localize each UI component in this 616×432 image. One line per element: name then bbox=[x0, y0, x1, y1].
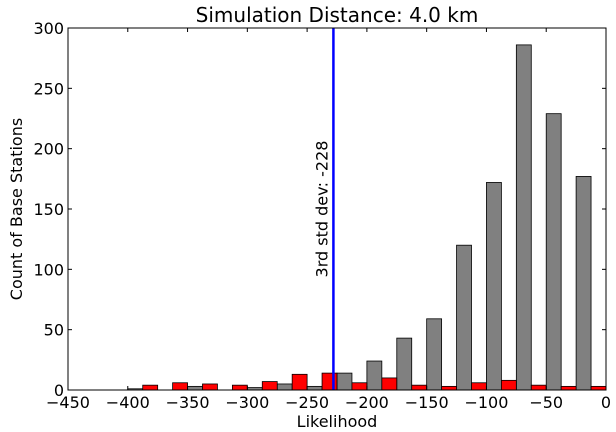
bar-series2-bin-13 bbox=[530, 384, 547, 391]
y-tick-label: 200 bbox=[33, 140, 64, 159]
bar-series2-bin-9 bbox=[411, 384, 428, 391]
x-tick-label: −150 bbox=[405, 393, 449, 412]
bar-series2-bin-15 bbox=[590, 385, 607, 391]
bar-series2-bin-7 bbox=[351, 382, 368, 391]
bar-series1-bin-12 bbox=[545, 113, 562, 391]
bar-series1-bin-9 bbox=[456, 244, 472, 391]
y-tick-label: 0 bbox=[54, 381, 64, 400]
y-tick-label: 300 bbox=[33, 19, 64, 38]
bar-series2-bin-10 bbox=[441, 385, 457, 391]
bar-series2-bin-0 bbox=[142, 384, 159, 391]
chart-title: Simulation Distance: 4.0 km bbox=[196, 3, 479, 27]
x-tick-label: −100 bbox=[464, 393, 508, 412]
y-tick-label: 250 bbox=[33, 79, 64, 98]
bar-series1-bin-3 bbox=[276, 383, 293, 391]
x-tick-label: −450 bbox=[46, 393, 90, 412]
bar-series2-bin-14 bbox=[560, 385, 577, 391]
bar-series2-bin-1 bbox=[172, 382, 188, 391]
std-dev-line-group: 3rd std dev: -228 bbox=[312, 28, 335, 390]
bar-series2-bin-11 bbox=[471, 382, 487, 391]
bar-series1-bin-7 bbox=[396, 337, 413, 391]
y-tick-label: 50 bbox=[44, 321, 64, 340]
bar-series1-bin-11 bbox=[515, 44, 532, 391]
bar-series1-bin-13 bbox=[575, 176, 592, 391]
y-tick-label: 100 bbox=[33, 260, 64, 279]
x-axis-label: Likelihood bbox=[297, 412, 378, 431]
bar-series2-bin-2 bbox=[202, 383, 218, 391]
bars-group bbox=[127, 44, 607, 391]
y-tick-label: 150 bbox=[33, 200, 64, 219]
x-tick-label: −50 bbox=[529, 393, 563, 412]
bar-series2-bin-3 bbox=[231, 384, 248, 391]
x-tick-label: −250 bbox=[285, 393, 329, 412]
x-tick-label: −200 bbox=[345, 393, 389, 412]
bar-series2-bin-5 bbox=[291, 373, 308, 391]
bar-series2-bin-6 bbox=[321, 372, 338, 391]
bar-series1-bin-1 bbox=[187, 385, 203, 391]
x-tick-label: −400 bbox=[106, 393, 150, 412]
x-tick-label: 0 bbox=[601, 393, 611, 412]
x-tick-label: −350 bbox=[166, 393, 210, 412]
y-axis-label: Count of Base Stations bbox=[7, 118, 26, 300]
bar-series1-bin-6 bbox=[366, 360, 383, 391]
bar-series1-bin-10 bbox=[486, 182, 502, 391]
bar-series2-bin-12 bbox=[500, 379, 517, 391]
y-axis-ticks: 0 50 100 150 200 250 300 bbox=[33, 19, 606, 400]
bar-series2-bin-8 bbox=[381, 377, 398, 391]
bar-series1-bin-8 bbox=[426, 318, 443, 391]
std-dev-label: 3rd std dev: -228 bbox=[312, 141, 331, 278]
x-axis-ticks: −450 −400 −350 −300 −250 −200 −150 −100 −50 0 bbox=[46, 28, 611, 412]
x-tick-label: −300 bbox=[225, 393, 269, 412]
bar-series1-bin-5 bbox=[336, 372, 353, 391]
bar-series1-bin-4 bbox=[306, 385, 323, 391]
bar-series2-bin-4 bbox=[261, 381, 278, 391]
